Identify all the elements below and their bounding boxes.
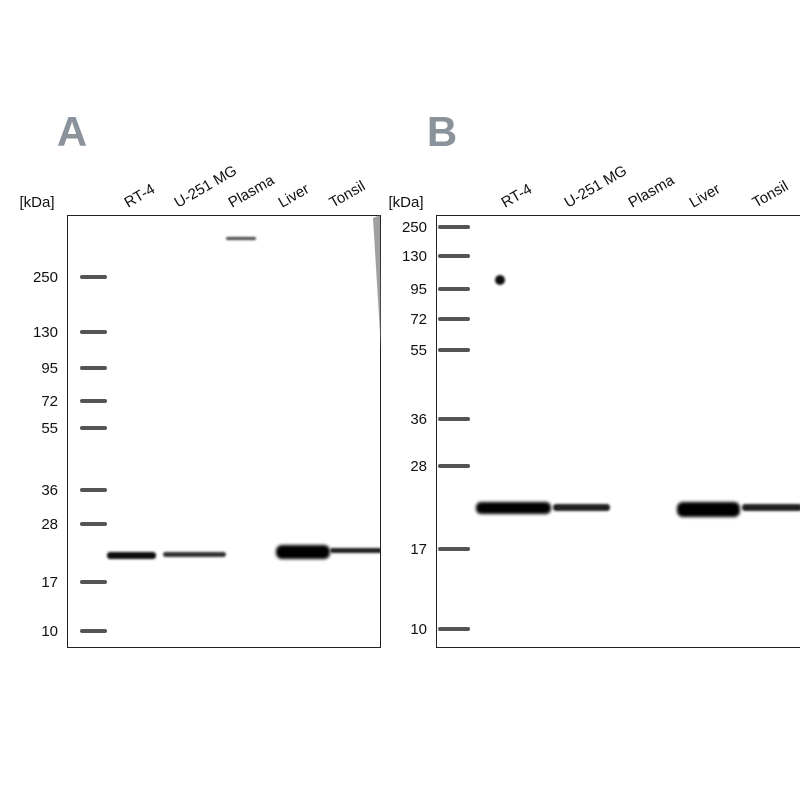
unit-label: [kDa] bbox=[388, 194, 423, 211]
marker-label: 130 bbox=[402, 248, 427, 265]
band bbox=[476, 502, 551, 514]
band bbox=[330, 548, 381, 553]
band bbox=[677, 502, 740, 517]
unit-label: [kDa] bbox=[19, 194, 54, 211]
marker-label: 95 bbox=[410, 281, 427, 298]
band bbox=[163, 552, 226, 557]
band bbox=[276, 545, 330, 559]
marker-label: 72 bbox=[41, 393, 58, 410]
marker-label: 36 bbox=[41, 482, 58, 499]
spot bbox=[495, 275, 505, 285]
marker-label: 95 bbox=[41, 360, 58, 377]
blot-a bbox=[67, 215, 381, 648]
marker-label: 36 bbox=[410, 411, 427, 428]
edge-artifact bbox=[373, 215, 381, 350]
panel-label: A bbox=[57, 108, 87, 155]
blot-b bbox=[436, 215, 800, 648]
bands-b bbox=[476, 275, 800, 517]
band bbox=[742, 504, 800, 511]
marker-label: 250 bbox=[33, 269, 58, 286]
band bbox=[226, 237, 256, 240]
panel-label: B bbox=[427, 108, 457, 155]
marker-label: 17 bbox=[41, 574, 58, 591]
marker-label: 17 bbox=[410, 541, 427, 558]
marker-label: 250 bbox=[402, 219, 427, 236]
bands-a bbox=[107, 215, 381, 559]
marker-label: 28 bbox=[41, 516, 58, 533]
band bbox=[107, 552, 156, 559]
band bbox=[553, 504, 610, 511]
marker-label: 28 bbox=[410, 458, 427, 475]
marker-label: 55 bbox=[410, 342, 427, 359]
marker-label: 10 bbox=[41, 623, 58, 640]
marker-label: 130 bbox=[33, 324, 58, 341]
marker-label: 10 bbox=[410, 621, 427, 638]
marker-label: 72 bbox=[410, 311, 427, 328]
marker-label: 55 bbox=[41, 420, 58, 437]
